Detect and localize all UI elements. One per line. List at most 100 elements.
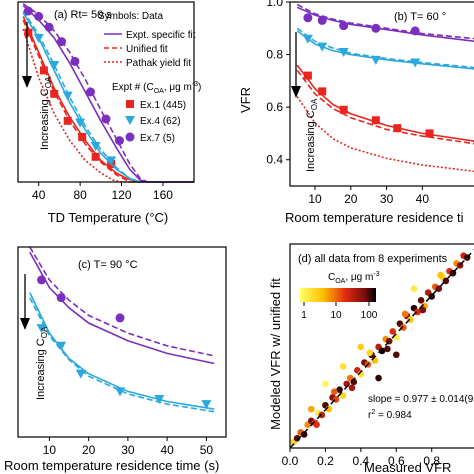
panel-a-point-ex-7-5-7 <box>114 136 124 146</box>
panel-d-point-50 <box>313 421 320 428</box>
panel-c-xtick-label-1: 20 <box>82 443 96 457</box>
panel-a-frame <box>17 1 195 183</box>
panel-a-arrow <box>22 22 32 88</box>
panel-b-unified-ex-7 <box>296 3 474 40</box>
panel-d-point-36 <box>417 297 425 304</box>
panel-c-xtick-label-4: 50 <box>200 443 214 457</box>
panel-c-point-ex-7-2 <box>115 313 125 323</box>
legend-ex1: Ex.1 (445) <box>140 100 186 111</box>
panel-b-point-ex-1-0 <box>303 71 312 80</box>
panel-d-point-14 <box>339 392 347 399</box>
panel-a-point-ex-4-62-5 <box>106 156 117 166</box>
legend-expt-title: Expt # (COA, μg m-3) <box>112 81 201 95</box>
panel-a-unified-ex-1-445 <box>22 19 194 183</box>
panel-a-point-ex-1-445-1 <box>39 66 48 75</box>
panel-a-plot <box>22 3 194 183</box>
panel-d-title: (d) all data from 8 experiments <box>298 253 448 265</box>
panel-a-point-ex-1-445-2 <box>50 89 59 98</box>
panel-b-point-ex-1-5 <box>425 129 434 138</box>
panel-a-point-ex-7-5-0 <box>23 6 33 16</box>
panel-a-point-ex-7-5-1 <box>34 11 44 21</box>
panel-b-point-ex-4-2 <box>338 47 349 57</box>
panel-d-point-8 <box>318 411 326 419</box>
colorbar-tick-10: 10 <box>330 310 342 321</box>
panel-d-point-55 <box>401 310 409 318</box>
panel-a-xtick-label-3: 160 <box>153 188 173 202</box>
panel-b-frame <box>289 1 474 187</box>
panel-a-xlabel: TD Temperature (°C) <box>48 210 169 225</box>
panel-b: (b) T= 60 ° Increasing COA VFR 0.4 0.6 0.8… <box>238 0 474 225</box>
panel-a-point-ex-4-62-4 <box>90 142 101 151</box>
panel-b-fit-ex-1 <box>296 64 474 142</box>
panel-d: (d) all data from 8 experiments COA, μg … <box>268 243 474 474</box>
panel-c-fit-ex-4 <box>29 292 215 410</box>
panel-a-point-ex-1-445-4 <box>78 133 87 141</box>
panel-c-frame <box>17 246 227 438</box>
panel-a-point-ex-4-62-0 <box>33 34 44 43</box>
panel-b-ytick-label-2: 0.8 <box>266 48 283 62</box>
panel-b-xtick-label-2: 30 <box>380 192 394 206</box>
panel-d-point-62 <box>410 285 418 292</box>
panel-b-xtick-label-0: 10 <box>308 192 322 206</box>
panel-a-point-ex-7-5-5 <box>85 87 95 97</box>
panel-b-point-ex-7-0 <box>303 13 313 23</box>
panel-c-title: (c) T= 90 °C <box>78 259 138 271</box>
panel-b-fit-ex-7 <box>296 6 474 42</box>
panel-c-point-ex-4-4 <box>154 395 165 404</box>
colorbar-tick-1: 1 <box>301 310 307 321</box>
legend-title: Symbols: Data <box>98 11 163 22</box>
slope-annotation: slope = 0.977 ± 0.014(9 <box>368 394 474 405</box>
panel-b-ytick-label-3: 1.0 <box>266 0 283 9</box>
panel-d-fit-line <box>289 248 474 449</box>
panel-a-point-ex-4-62-3 <box>75 118 86 128</box>
panel-c-xtick-label-2: 30 <box>121 443 135 457</box>
panel-c-point-ex-4-5 <box>201 400 212 410</box>
panel-b-ytick-label-0: 0.4 <box>266 153 283 167</box>
panel-c-arrow-label: Increasing COA <box>35 326 49 400</box>
panel-d-point-59 <box>339 363 347 370</box>
panel-d-point-64 <box>307 405 315 413</box>
panel-c-xtick-label-3: 40 <box>160 443 174 457</box>
panel-a-xtick-label-2: 120 <box>112 188 132 202</box>
panel-a-point-ex-7-5-2 <box>44 22 54 32</box>
colorbar <box>300 288 376 302</box>
r2-annotation: r2 = 0.984 <box>368 409 412 421</box>
panel-b-point-ex-7-2 <box>339 21 349 31</box>
panel-b-arrow-label: Increasing COA <box>305 98 319 172</box>
panel-d-xtick-label-2: 0.4 <box>353 454 370 468</box>
panel-a-point-ex-1-445-0 <box>24 28 33 37</box>
panel-d-xtick-label-3: 0.6 <box>388 454 405 468</box>
panel-d-point-63 <box>357 343 365 351</box>
panel-b-xtick-label-3: 40 <box>416 192 430 206</box>
panel-b-point-ex-4-3 <box>370 55 381 65</box>
panel-c-fit-ex-7 <box>29 251 215 365</box>
panel-d-xlabel: Measured VFR <box>364 460 451 474</box>
panel-b-xticks: 10 20 30 40 <box>308 186 429 206</box>
panel-c-point-ex-4-3 <box>115 387 126 397</box>
legend-marker-ex1 <box>126 100 134 108</box>
panel-a-point-ex-7-5-6 <box>101 114 111 124</box>
panel-a-pathak-ex-1-445 <box>22 28 194 183</box>
panel-c: (c) T= 90 °C Increasing COA 10 20 30 40 50 R… <box>4 246 227 473</box>
legend-expt-fit: Expt. specific fit <box>126 30 196 41</box>
panel-b-point-ex-1-4 <box>393 124 402 133</box>
panel-a-title: (a) Rt= 50 s <box>54 9 112 21</box>
panel-b-point-ex-7-3 <box>371 23 381 33</box>
panel-c-arrow <box>20 274 30 330</box>
panel-a-point-ex-7-5-3 <box>56 37 66 47</box>
panel-c-point-ex-7-0 <box>37 275 47 285</box>
panel-d-point-58 <box>322 380 329 388</box>
panel-a-fit-ex-7-5 <box>22 5 194 183</box>
panel-b-point-ex-1-1 <box>318 87 327 96</box>
panel-c-xticks: 10 20 30 40 50 <box>43 437 214 457</box>
panel-d-plot <box>289 248 474 449</box>
legend-pathak-fit: Pathak yield fit <box>126 58 191 69</box>
panel-d-point-60 <box>375 374 382 382</box>
panel-b-point-ex-7-1 <box>317 15 327 25</box>
panel-d-point-52 <box>348 384 356 392</box>
panel-d-point-3 <box>300 431 308 438</box>
panel-d-xtick-label-4: 0.8 <box>423 454 440 468</box>
panel-b-point-ex-4-1 <box>317 42 328 52</box>
panel-d-point-33 <box>407 316 414 324</box>
panel-b-point-ex-1-2 <box>339 105 348 114</box>
